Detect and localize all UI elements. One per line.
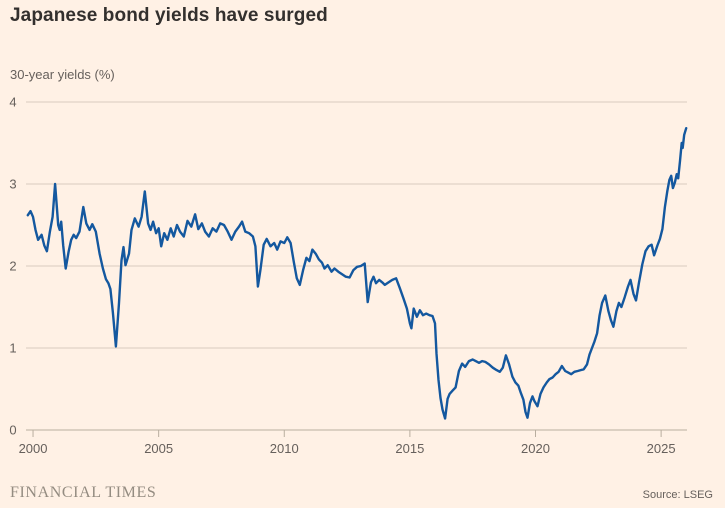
x-tick-label: 2015 [395, 441, 424, 456]
y-tick-label: 0 [9, 423, 16, 438]
x-tick-label: 2000 [19, 441, 48, 456]
x-tick-label: 2005 [144, 441, 173, 456]
source-label: Source: LSEG [642, 489, 713, 501]
yield-line [26, 126, 688, 420]
ft-wordmark: FINANCIAL TIMES [10, 484, 157, 501]
x-tick-label: 2010 [270, 441, 299, 456]
y-tick-label: 1 [9, 341, 16, 356]
y-tick-label: 2 [9, 259, 16, 274]
y-tick-label: 3 [9, 177, 16, 192]
x-tick-label: 2025 [647, 441, 676, 456]
x-tick-label: 2020 [521, 441, 550, 456]
y-axis-title: 30-year yields (%) [10, 67, 115, 82]
chart-title: Japanese bond yields have surged [10, 5, 328, 26]
y-tick-label: 4 [9, 95, 16, 110]
